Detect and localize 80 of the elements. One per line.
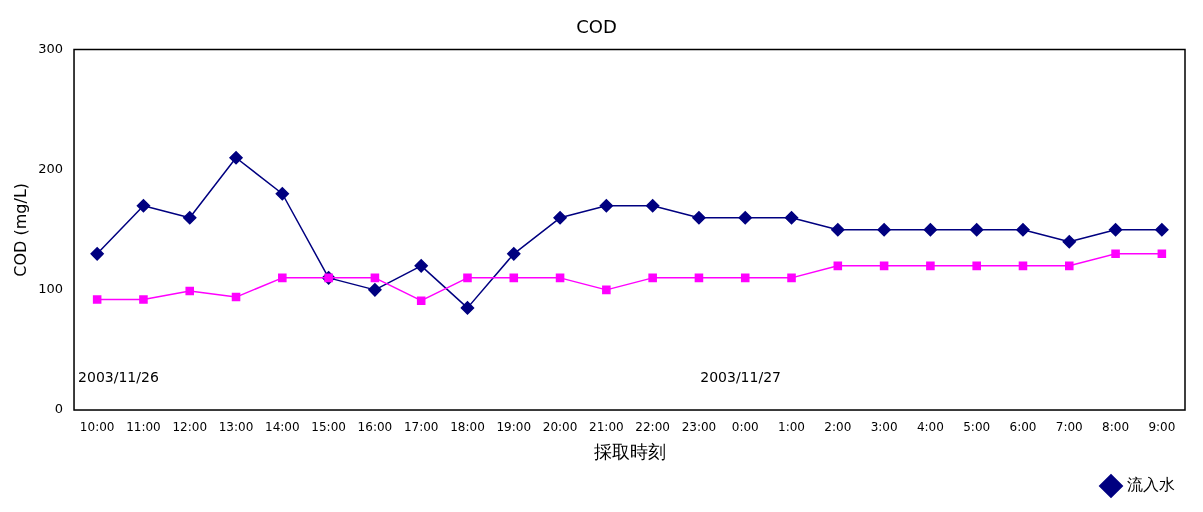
point bbox=[185, 286, 195, 296]
y-tick-label: 200 bbox=[38, 161, 64, 177]
point bbox=[414, 259, 428, 273]
point bbox=[229, 150, 243, 165]
x-tick-label: 3:00 bbox=[870, 420, 898, 435]
point bbox=[231, 292, 241, 302]
x-tick-label: 18:00 bbox=[450, 420, 485, 435]
x-tick-label: 9:00 bbox=[1148, 420, 1176, 435]
point bbox=[553, 211, 567, 225]
y-tick-label: 300 bbox=[38, 40, 64, 56]
x-tick-label: 12:00 bbox=[172, 420, 208, 435]
point bbox=[602, 285, 611, 295]
point bbox=[1111, 249, 1120, 259]
x-tick-label: 23:00 bbox=[681, 420, 717, 435]
point bbox=[1108, 223, 1123, 237]
point bbox=[926, 261, 935, 271]
point bbox=[182, 211, 197, 225]
x-tick-label: 11:00 bbox=[126, 420, 161, 435]
point bbox=[831, 223, 845, 237]
point bbox=[90, 247, 104, 261]
point bbox=[738, 211, 752, 225]
point bbox=[278, 273, 287, 283]
point bbox=[833, 261, 843, 271]
point bbox=[1157, 249, 1167, 259]
point bbox=[507, 247, 521, 261]
x-tick-label: 17:00 bbox=[403, 420, 439, 435]
x-tick-label: 21:00 bbox=[589, 420, 624, 435]
x-tick-label: 6:00 bbox=[1009, 420, 1037, 435]
x-tick-label: 14:00 bbox=[265, 420, 300, 435]
x-tick-label: 7:00 bbox=[1055, 420, 1083, 435]
point bbox=[416, 296, 426, 305]
point bbox=[1016, 223, 1030, 237]
point bbox=[694, 273, 704, 283]
x-axis-title: 採取時刻 bbox=[593, 440, 666, 462]
x-tick-label: 19:00 bbox=[496, 420, 532, 435]
point bbox=[692, 211, 706, 225]
point bbox=[784, 211, 799, 225]
annotation: 2003/11/26 bbox=[78, 368, 159, 385]
point bbox=[879, 261, 889, 271]
legend-label: 流入水 bbox=[1127, 475, 1175, 495]
point bbox=[923, 223, 938, 237]
chart-title: COD bbox=[576, 16, 617, 38]
x-tick-label: 2:00 bbox=[824, 420, 852, 435]
point bbox=[136, 199, 151, 213]
x-tick-label: 13:00 bbox=[218, 420, 254, 435]
point bbox=[740, 273, 750, 283]
point bbox=[1062, 235, 1077, 249]
point bbox=[1018, 261, 1028, 271]
point bbox=[460, 301, 475, 315]
point bbox=[1155, 223, 1169, 237]
point bbox=[648, 273, 657, 283]
x-tick-label: 5:00 bbox=[963, 420, 991, 435]
point bbox=[463, 273, 472, 283]
point bbox=[599, 199, 614, 213]
x-tick-label: 4:00 bbox=[916, 420, 944, 435]
x-tick-label: 15:00 bbox=[311, 420, 346, 435]
x-tick-label: 8:00 bbox=[1102, 420, 1130, 435]
point bbox=[877, 223, 891, 237]
x-tick-label: 0:00 bbox=[731, 420, 759, 435]
x-tick-label: 22:00 bbox=[635, 420, 670, 435]
x-tick-label: 16:00 bbox=[357, 420, 393, 435]
x-tick-label: 1:00 bbox=[778, 420, 805, 435]
y-tick-label: 100 bbox=[38, 281, 64, 297]
point bbox=[275, 187, 290, 201]
point bbox=[368, 283, 382, 297]
point bbox=[139, 295, 148, 304]
point bbox=[1064, 261, 1074, 271]
point bbox=[92, 295, 102, 304]
point bbox=[787, 273, 796, 283]
x-tick-label: 10:00 bbox=[79, 420, 115, 435]
point bbox=[509, 273, 519, 283]
point bbox=[645, 199, 660, 213]
point bbox=[969, 223, 984, 237]
point bbox=[370, 273, 380, 283]
x-tick-label: 20:00 bbox=[542, 420, 578, 435]
y-axis-title: COD (mg/L) bbox=[10, 182, 30, 277]
point bbox=[972, 261, 981, 271]
annotation: 2003/11/27 bbox=[700, 368, 781, 385]
point bbox=[555, 273, 565, 283]
y-tick-label: 0 bbox=[54, 401, 64, 417]
